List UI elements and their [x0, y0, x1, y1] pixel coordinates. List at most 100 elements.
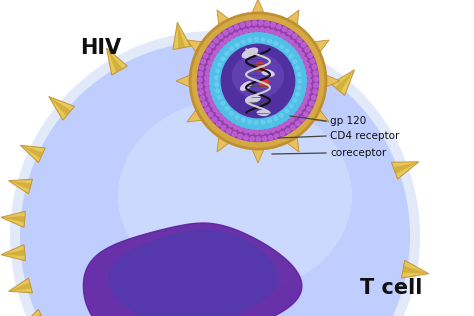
Circle shape	[240, 69, 243, 72]
Polygon shape	[239, 22, 257, 50]
Circle shape	[268, 108, 273, 112]
Circle shape	[285, 108, 290, 113]
Circle shape	[223, 31, 228, 35]
Circle shape	[304, 95, 309, 99]
Text: T cell: T cell	[360, 278, 422, 298]
Circle shape	[252, 60, 256, 64]
Circle shape	[234, 56, 238, 60]
Polygon shape	[1, 249, 25, 256]
Ellipse shape	[256, 110, 270, 116]
Circle shape	[253, 21, 257, 25]
Circle shape	[255, 111, 258, 115]
Circle shape	[256, 37, 261, 41]
Circle shape	[271, 30, 275, 34]
Circle shape	[307, 84, 311, 88]
Circle shape	[234, 102, 238, 106]
Circle shape	[226, 67, 230, 72]
Circle shape	[255, 121, 258, 125]
Circle shape	[247, 38, 252, 42]
Circle shape	[236, 104, 240, 107]
Circle shape	[225, 70, 229, 75]
Circle shape	[240, 23, 245, 27]
Circle shape	[278, 56, 282, 60]
Polygon shape	[9, 181, 31, 190]
Circle shape	[205, 87, 210, 91]
Circle shape	[250, 110, 254, 114]
Circle shape	[275, 32, 280, 36]
Polygon shape	[177, 22, 185, 49]
Circle shape	[237, 78, 240, 81]
Circle shape	[228, 35, 233, 40]
Polygon shape	[107, 48, 128, 75]
Polygon shape	[9, 179, 33, 194]
Circle shape	[219, 34, 223, 39]
Circle shape	[296, 67, 301, 71]
Circle shape	[297, 71, 301, 76]
Circle shape	[285, 129, 290, 133]
Circle shape	[306, 68, 310, 72]
Circle shape	[232, 58, 236, 62]
Circle shape	[259, 78, 268, 88]
Circle shape	[256, 137, 261, 141]
Circle shape	[274, 105, 279, 109]
Circle shape	[313, 71, 318, 75]
Circle shape	[302, 58, 307, 62]
Circle shape	[216, 93, 221, 97]
Circle shape	[225, 77, 228, 80]
Circle shape	[255, 63, 264, 71]
Circle shape	[227, 92, 230, 95]
Circle shape	[232, 113, 237, 118]
Circle shape	[297, 73, 301, 76]
Ellipse shape	[245, 95, 261, 103]
Circle shape	[255, 130, 259, 134]
Polygon shape	[83, 223, 302, 316]
Polygon shape	[9, 283, 31, 291]
Circle shape	[277, 43, 282, 47]
Circle shape	[214, 75, 219, 79]
Circle shape	[205, 76, 209, 81]
Polygon shape	[401, 260, 428, 278]
Circle shape	[205, 82, 209, 86]
Circle shape	[291, 125, 295, 130]
Polygon shape	[292, 39, 307, 64]
Polygon shape	[1, 211, 26, 228]
Polygon shape	[176, 75, 190, 87]
Circle shape	[245, 109, 249, 113]
Circle shape	[303, 112, 308, 116]
Polygon shape	[49, 96, 74, 120]
Circle shape	[288, 84, 291, 88]
Circle shape	[288, 75, 292, 80]
Ellipse shape	[261, 69, 275, 77]
Circle shape	[248, 110, 253, 114]
Circle shape	[236, 115, 239, 119]
Circle shape	[265, 48, 269, 52]
Circle shape	[295, 94, 300, 98]
Circle shape	[250, 137, 255, 141]
Circle shape	[305, 48, 310, 52]
Circle shape	[215, 88, 219, 93]
Circle shape	[294, 63, 299, 67]
Circle shape	[236, 55, 240, 58]
Polygon shape	[314, 40, 329, 52]
Circle shape	[218, 95, 221, 99]
Polygon shape	[187, 110, 202, 122]
Circle shape	[285, 109, 289, 113]
Circle shape	[213, 107, 218, 112]
Text: coreceptor: coreceptor	[330, 148, 386, 158]
Circle shape	[296, 89, 301, 94]
Circle shape	[241, 118, 245, 122]
Circle shape	[271, 107, 276, 111]
Circle shape	[225, 87, 229, 92]
Circle shape	[268, 49, 273, 54]
Circle shape	[221, 57, 225, 61]
Circle shape	[242, 107, 246, 112]
Circle shape	[293, 99, 297, 102]
Circle shape	[292, 34, 297, 38]
Circle shape	[288, 82, 292, 87]
Circle shape	[277, 55, 281, 59]
Polygon shape	[1, 216, 25, 222]
Circle shape	[281, 34, 285, 38]
Circle shape	[313, 89, 318, 94]
Circle shape	[224, 81, 228, 85]
Circle shape	[206, 48, 211, 52]
